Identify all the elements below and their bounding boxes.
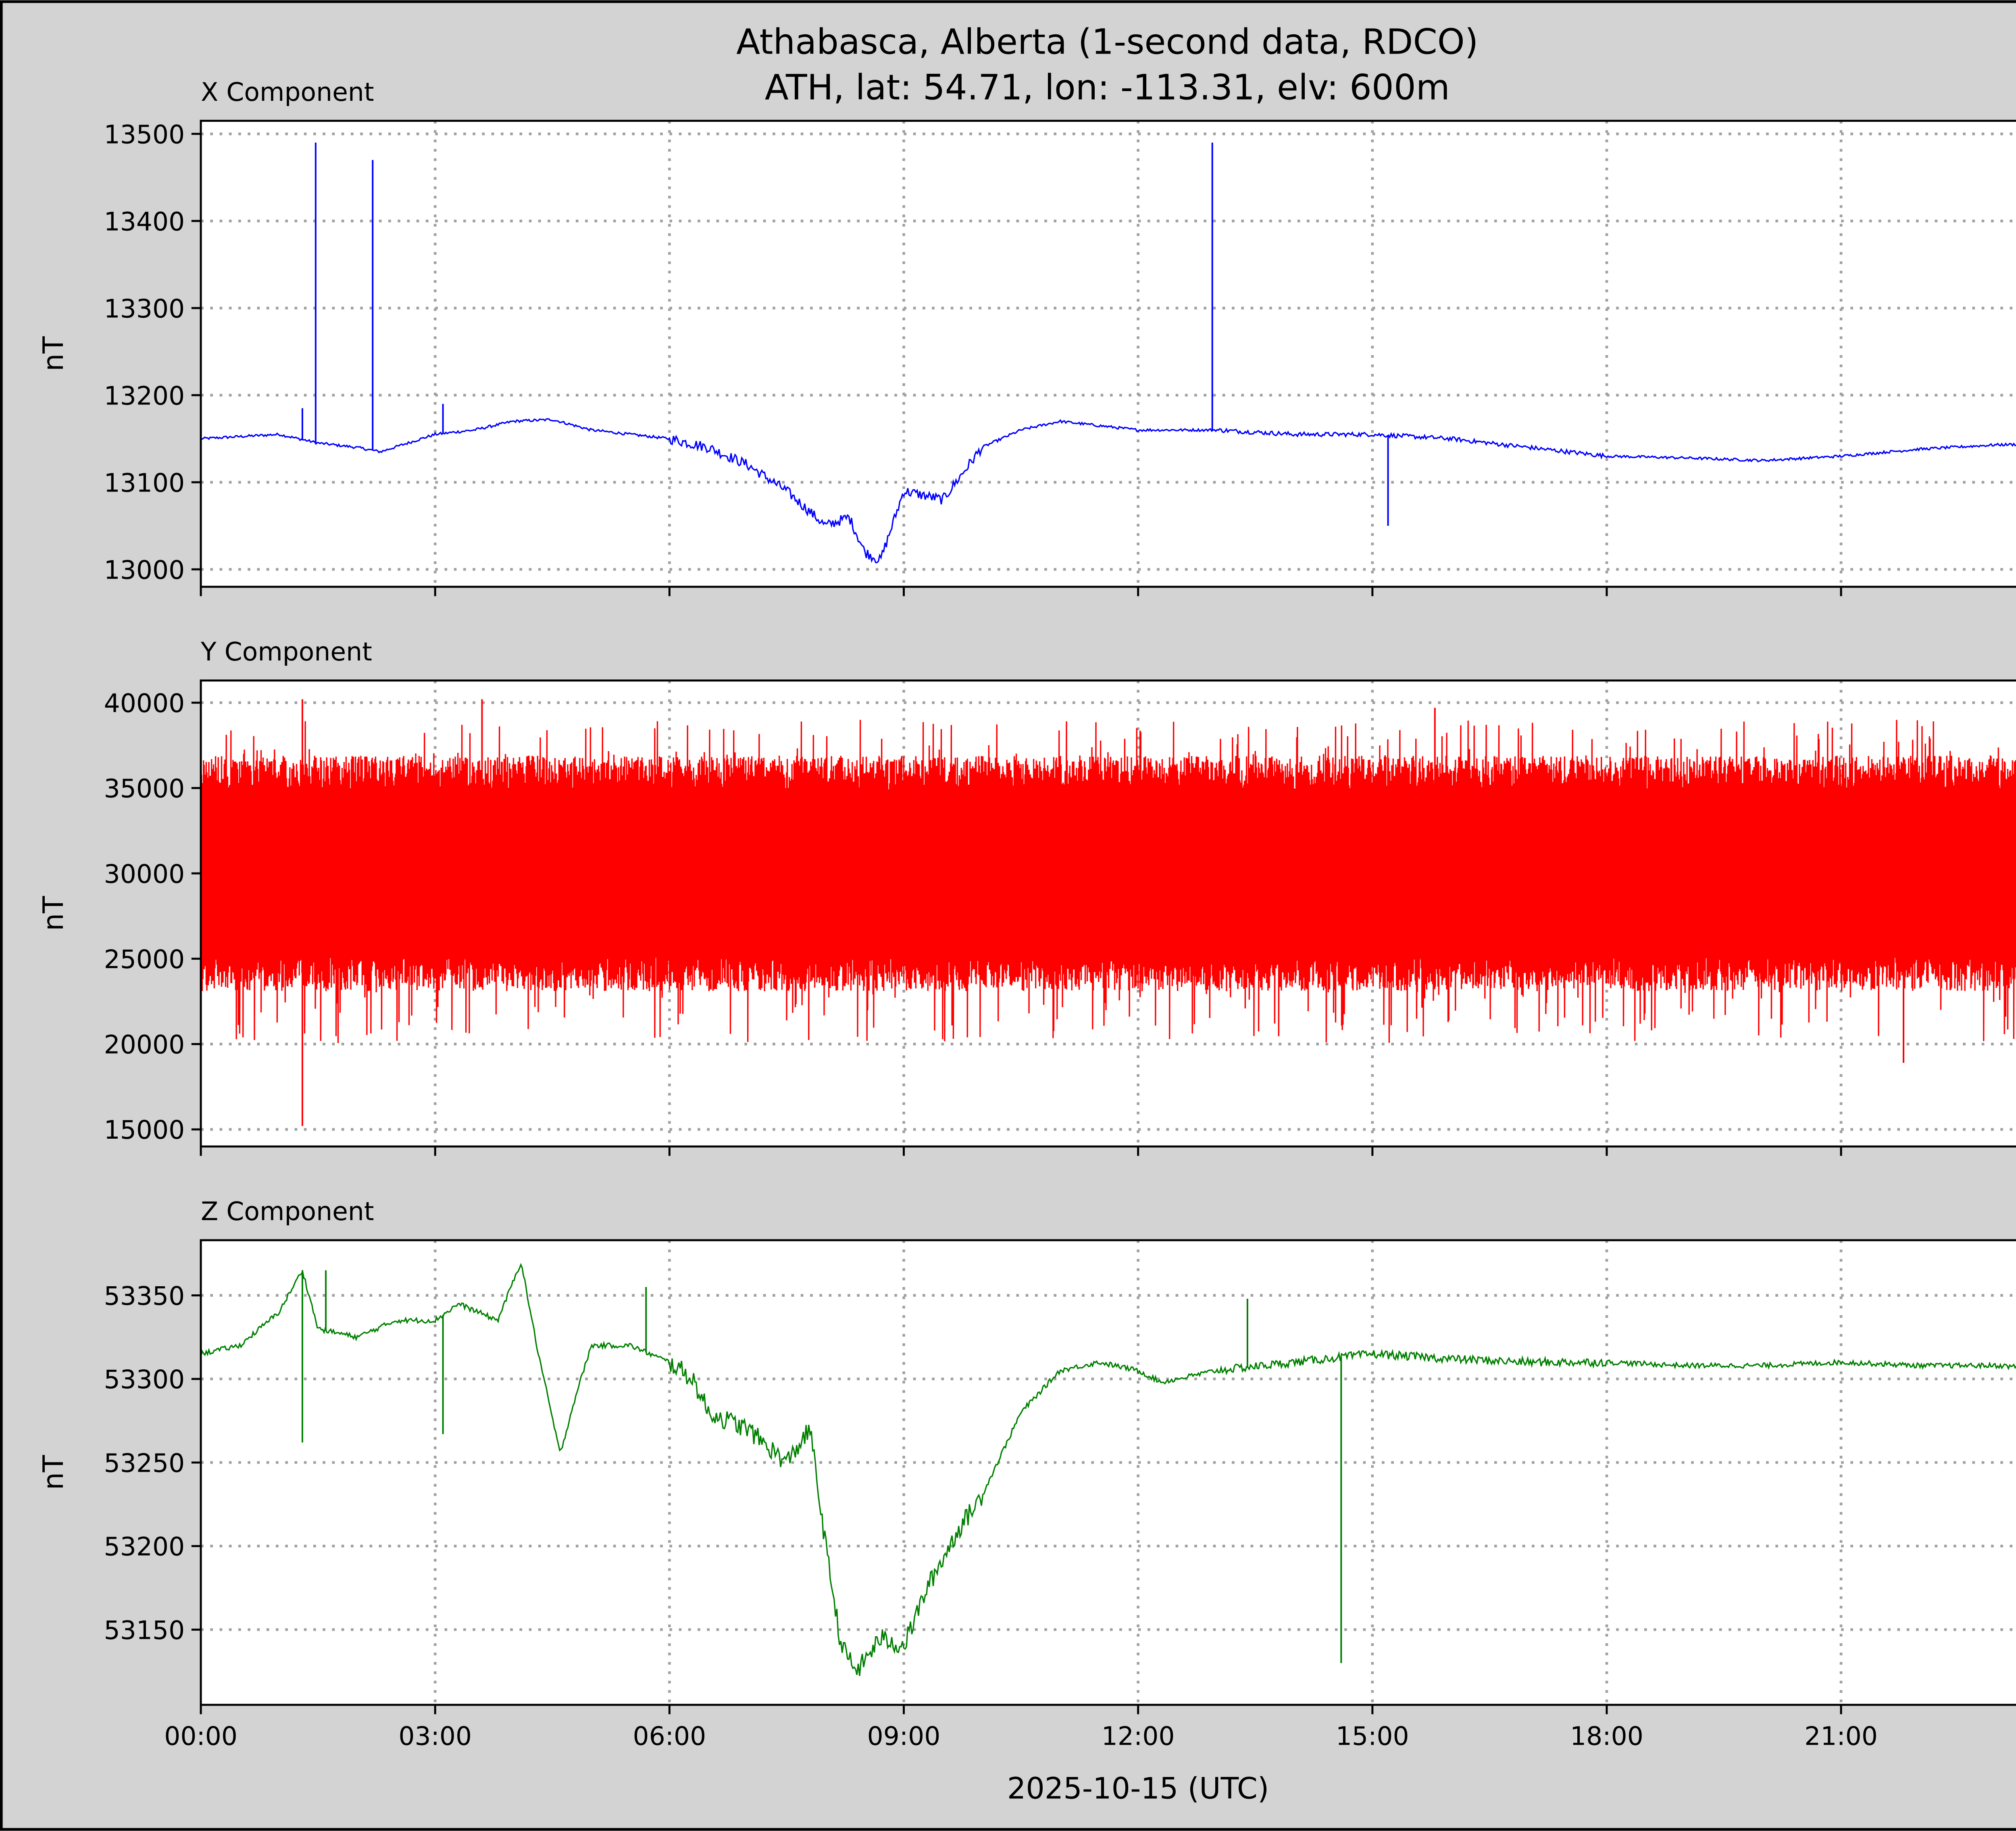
data-series-line bbox=[200, 1263, 2016, 1676]
x-axis-label: 2025-10-15 (UTC) bbox=[1007, 1772, 1269, 1806]
y-axis-label: nT bbox=[37, 896, 70, 931]
x-tick-label: 12:00 bbox=[1102, 1721, 1175, 1751]
data-series-line bbox=[200, 720, 2016, 1043]
y-tick-label: 35000 bbox=[104, 774, 185, 804]
y-tick-label: 15000 bbox=[104, 1115, 185, 1145]
x-tick-label: 21:00 bbox=[1804, 1721, 1878, 1751]
plot-frame bbox=[200, 679, 2016, 1148]
y-tick-label: 53300 bbox=[104, 1364, 185, 1394]
y-tick-label: 13300 bbox=[104, 294, 185, 323]
panel-z-component: Z Component nT 00:00 03:00 06:00 09:00 12:00 15… bbox=[37, 1196, 2016, 1751]
panel-title: X Component bbox=[201, 77, 374, 107]
y-tick-label: 53250 bbox=[104, 1448, 185, 1478]
panel-y-component: Y Component nT 15000 20000 25000 30000 35000 40… bbox=[37, 637, 2016, 1156]
chart-subtitle: ATH, lat: 54.71, lon: -113.31, elv: 600m bbox=[765, 67, 1450, 108]
x-tick-label: 18:00 bbox=[1570, 1721, 1643, 1751]
y-tick-label: 40000 bbox=[104, 688, 185, 718]
plot-frame bbox=[200, 1239, 2016, 1706]
y-tick-label: 53200 bbox=[104, 1532, 185, 1562]
y-tick-label: 25000 bbox=[104, 944, 185, 974]
y-tick-label: 13400 bbox=[104, 206, 185, 236]
panel-title: Y Component bbox=[200, 637, 372, 667]
plot-area bbox=[201, 1240, 2016, 1705]
plot-area bbox=[201, 121, 2016, 587]
y-tick-label: 30000 bbox=[104, 859, 185, 889]
x-tick-label: 15:00 bbox=[1336, 1721, 1409, 1751]
x-tick-label: 06:00 bbox=[633, 1721, 706, 1751]
x-tick-label: 09:00 bbox=[867, 1721, 941, 1751]
y-tick-label: 53350 bbox=[104, 1281, 185, 1311]
y-tick-label: 20000 bbox=[104, 1030, 185, 1060]
y-axis-label: nT bbox=[37, 1455, 70, 1490]
y-tick-label: 13000 bbox=[104, 555, 185, 585]
plot-frame bbox=[200, 120, 2016, 588]
panel-x-component: X Component nT 13000 13100 13200 13300 13400 13… bbox=[37, 77, 2016, 596]
y-tick-label: 13100 bbox=[104, 468, 185, 498]
x-tick-label: 03:00 bbox=[398, 1721, 472, 1751]
data-series-line bbox=[200, 418, 2016, 563]
y-tick-label: 53150 bbox=[104, 1615, 185, 1645]
y-axis-label: nT bbox=[37, 336, 70, 371]
chart-title: Athabasca, Alberta (1-second data, RDCO) bbox=[736, 22, 1478, 62]
x-tick-label: 00:00 bbox=[164, 1721, 237, 1751]
panel-title: Z Component bbox=[201, 1196, 374, 1226]
y-tick-label: 13200 bbox=[104, 381, 185, 410]
y-tick-label: 13500 bbox=[104, 119, 185, 149]
